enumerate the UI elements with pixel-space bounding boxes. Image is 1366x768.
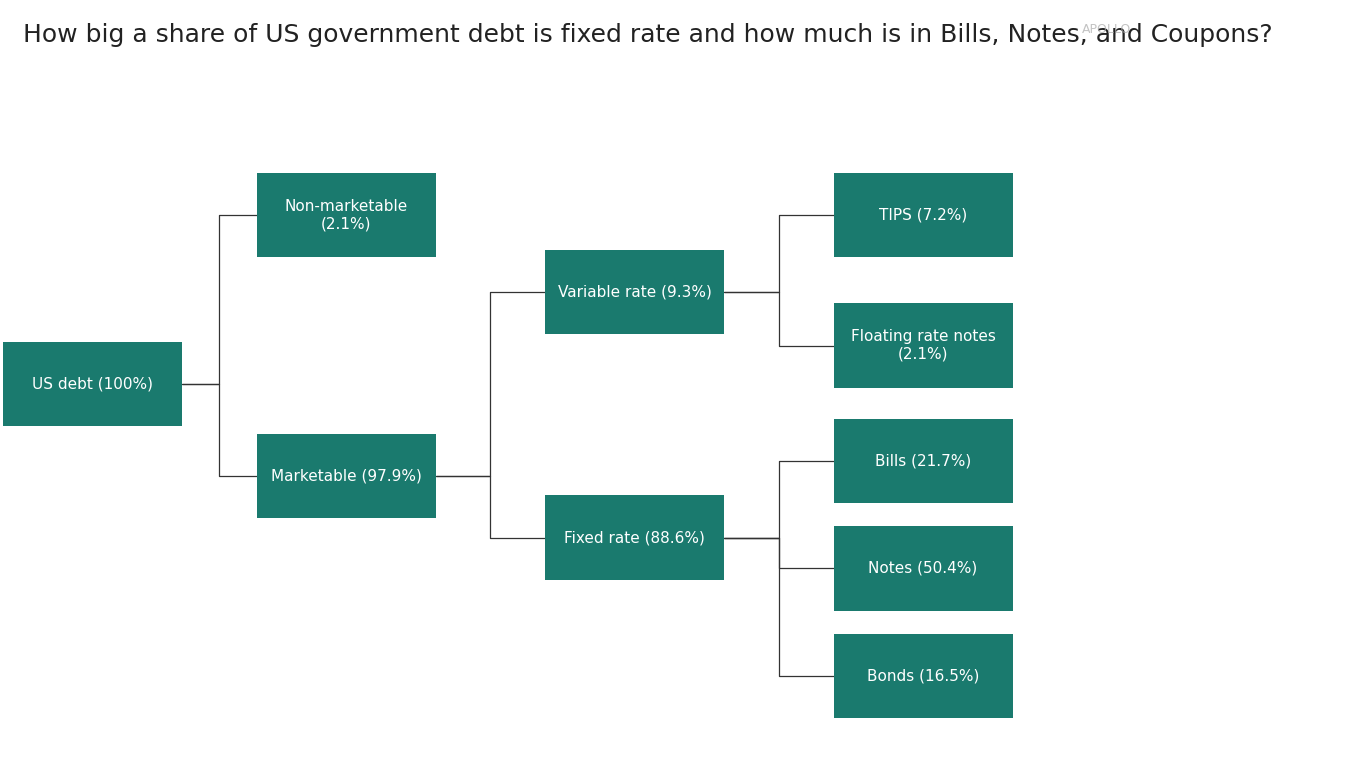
Text: US debt (100%): US debt (100%)	[31, 376, 153, 392]
Text: Non-marketable
(2.1%): Non-marketable (2.1%)	[284, 199, 408, 231]
FancyBboxPatch shape	[545, 495, 724, 580]
Text: Bonds (16.5%): Bonds (16.5%)	[867, 668, 979, 684]
Text: Notes (50.4%): Notes (50.4%)	[869, 561, 978, 576]
Text: Variable rate (9.3%): Variable rate (9.3%)	[557, 284, 712, 300]
FancyBboxPatch shape	[3, 342, 182, 426]
Text: How big a share of US government debt is fixed rate and how much is in Bills, No: How big a share of US government debt is…	[23, 23, 1273, 47]
Text: Fixed rate (88.6%): Fixed rate (88.6%)	[564, 530, 705, 545]
FancyBboxPatch shape	[257, 434, 436, 518]
FancyBboxPatch shape	[257, 173, 436, 257]
FancyBboxPatch shape	[833, 303, 1012, 388]
FancyBboxPatch shape	[833, 419, 1012, 503]
FancyBboxPatch shape	[833, 634, 1012, 718]
Text: APOLLO: APOLLO	[1082, 23, 1131, 36]
Text: Floating rate notes
(2.1%): Floating rate notes (2.1%)	[851, 329, 996, 362]
Text: TIPS (7.2%): TIPS (7.2%)	[878, 207, 967, 223]
Text: Bills (21.7%): Bills (21.7%)	[876, 453, 971, 468]
FancyBboxPatch shape	[833, 526, 1012, 611]
FancyBboxPatch shape	[833, 173, 1012, 257]
Text: Marketable (97.9%): Marketable (97.9%)	[270, 468, 422, 484]
FancyBboxPatch shape	[545, 250, 724, 334]
